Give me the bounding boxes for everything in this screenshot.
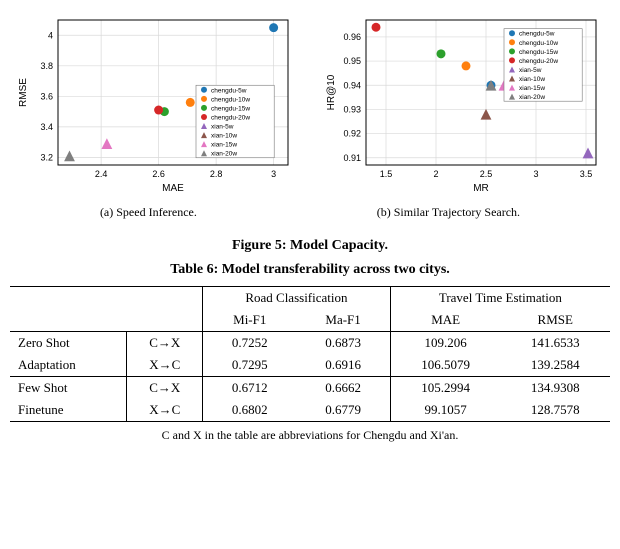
svg-text:3.4: 3.4 <box>40 122 53 132</box>
svg-text:xian-10w: xian-10w <box>211 133 237 140</box>
subcaptions-row: (a) Speed Inference. (b) Similar Traject… <box>10 199 610 230</box>
table-row: Adaptation X→C 0.7295 0.6916 106.5079 13… <box>10 354 610 377</box>
svg-text:MR: MR <box>473 183 489 194</box>
svg-text:3.5: 3.5 <box>580 169 593 179</box>
svg-text:2.4: 2.4 <box>95 169 108 179</box>
svg-text:chengdu-5w: chengdu-5w <box>211 87 247 94</box>
svg-text:3: 3 <box>533 169 538 179</box>
table-caption: Table 6: Model transferability across tw… <box>10 262 610 278</box>
chart-speed-inference: 2.4 2.6 2.8 3 3.2 3.4 3.6 3.8 4 MAE RMSE chengdu-5w… <box>10 10 302 195</box>
svg-text:3.6: 3.6 <box>40 91 53 101</box>
svg-text:HR@10: HR@10 <box>326 74 337 110</box>
svg-text:0.94: 0.94 <box>343 80 361 90</box>
subcaption-b: (b) Similar Trajectory Search. <box>377 205 520 220</box>
svg-text:chengdu-20w: chengdu-20w <box>519 58 558 65</box>
svg-text:chengdu-15w: chengdu-15w <box>519 49 558 56</box>
svg-text:xian-15w: xian-15w <box>519 85 545 92</box>
svg-text:xian-20w: xian-20w <box>519 94 545 101</box>
svg-text:3.2: 3.2 <box>40 152 53 162</box>
figure-caption: Figure 5: Model Capacity. <box>10 238 610 254</box>
svg-text:xian-20w: xian-20w <box>211 151 237 158</box>
svg-text:chengdu-5w: chengdu-5w <box>519 31 555 38</box>
svg-text:3.8: 3.8 <box>40 61 53 71</box>
svg-text:3: 3 <box>271 169 276 179</box>
charts-row: 2.4 2.6 2.8 3 3.2 3.4 3.6 3.8 4 MAE RMSE chengdu-5w… <box>10 10 610 195</box>
table-header-groups: Road Classification Travel Time Estimati… <box>10 287 610 310</box>
transferability-table: Road Classification Travel Time Estimati… <box>10 286 610 422</box>
svg-text:0.93: 0.93 <box>343 104 361 114</box>
svg-text:xian-5w: xian-5w <box>519 67 542 74</box>
table-row: Zero Shot C→X 0.7252 0.6873 109.206 141.… <box>10 332 610 355</box>
svg-text:chengdu-15w: chengdu-15w <box>211 105 250 112</box>
svg-text:4: 4 <box>48 30 53 40</box>
svg-text:chengdu-10w: chengdu-10w <box>211 96 250 103</box>
svg-text:0.91: 0.91 <box>343 153 361 163</box>
svg-text:2.5: 2.5 <box>480 169 493 179</box>
svg-text:xian-15w: xian-15w <box>211 142 237 149</box>
svg-text:xian-10w: xian-10w <box>519 76 545 83</box>
subcaption-a: (a) Speed Inference. <box>100 205 197 220</box>
svg-text:0.95: 0.95 <box>343 56 361 66</box>
svg-text:chengdu-10w: chengdu-10w <box>519 40 558 47</box>
table-row: Finetune X→C 0.6802 0.6779 99.1057 128.7… <box>10 399 610 422</box>
svg-text:MAE: MAE <box>162 183 184 194</box>
svg-text:2.6: 2.6 <box>152 169 165 179</box>
table-header-cols: Mi-F1 Ma-F1 MAE RMSE <box>10 309 610 332</box>
table-row: Few Shot C→X 0.6712 0.6662 105.2994 134.… <box>10 377 610 400</box>
svg-text:chengdu-20w: chengdu-20w <box>211 114 250 121</box>
svg-text:0.96: 0.96 <box>343 32 361 42</box>
svg-text:2.8: 2.8 <box>210 169 223 179</box>
svg-text:1.5: 1.5 <box>380 169 393 179</box>
table-footnote: C and X in the table are abbreviations f… <box>10 428 610 443</box>
svg-text:xian-5w: xian-5w <box>211 124 234 131</box>
svg-text:RMSE: RMSE <box>18 78 29 107</box>
svg-text:0.92: 0.92 <box>343 129 361 139</box>
svg-text:2: 2 <box>433 169 438 179</box>
chart-trajectory-search: 1.5 2 2.5 3 3.5 0.91 0.92 0.93 0.94 0.95 0.96 MR HR@… <box>318 10 610 195</box>
